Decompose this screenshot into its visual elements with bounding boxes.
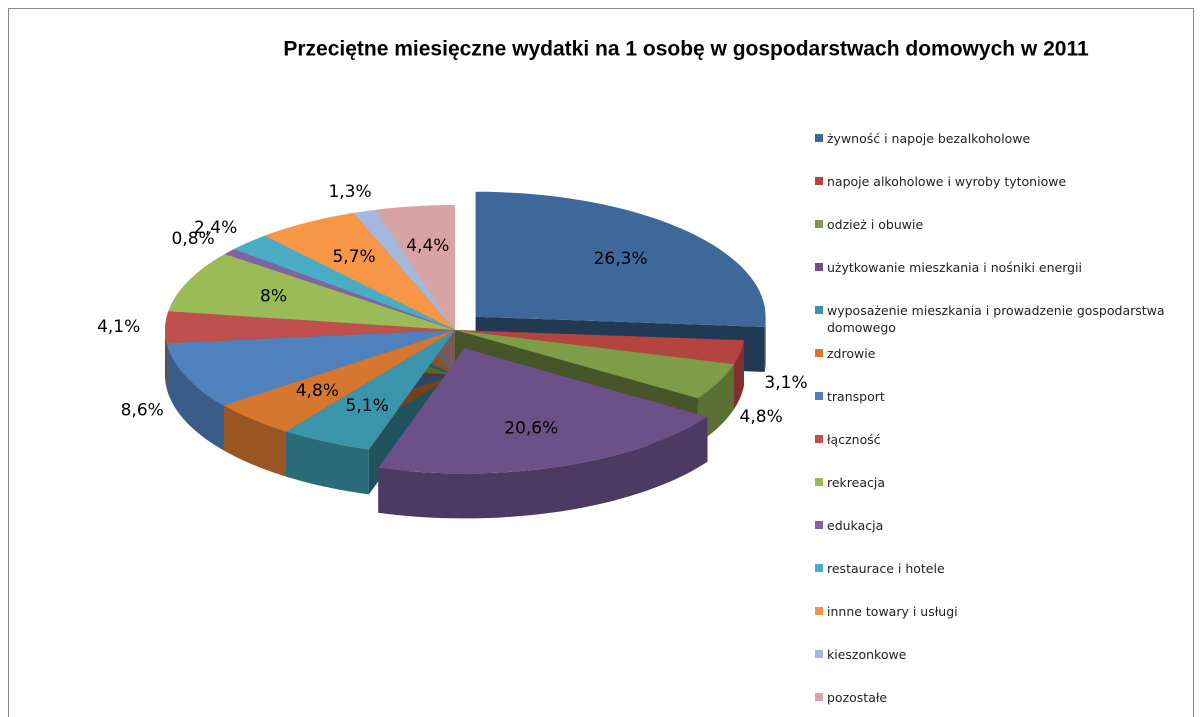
legend-swatch: [815, 392, 823, 400]
legend-label: edukacja: [827, 518, 884, 533]
legend-swatch: [815, 263, 823, 271]
legend-item: rekreacja: [815, 474, 1185, 517]
data-label: 8,6%: [121, 400, 164, 420]
data-label: 3,1%: [764, 373, 807, 393]
legend-label: transport: [827, 389, 885, 404]
slice-wall: [734, 340, 744, 410]
legend-label: łączność: [827, 432, 881, 447]
legend-item: restaurace i hotele: [815, 560, 1185, 603]
data-label: 4,4%: [406, 236, 449, 256]
slice: [223, 330, 455, 432]
slice-wall: [378, 416, 708, 519]
legend-swatch: [815, 177, 823, 185]
data-label: 1,3%: [328, 182, 371, 202]
legend-swatch: [815, 607, 823, 615]
legend-item: wyposażenie mieszkania i prowadzenie gos…: [815, 302, 1185, 345]
legend-swatch: [815, 521, 823, 529]
legend-item: edukacja: [815, 517, 1185, 560]
slice: [165, 311, 455, 344]
slice: [475, 191, 766, 327]
legend-item: odzież i obuwie: [815, 216, 1185, 259]
legend-swatch: [815, 693, 823, 701]
data-label: 5,7%: [332, 247, 375, 267]
legend-label: użytkowanie mieszkania i nośniki energii: [827, 260, 1082, 275]
slice-wall: [286, 431, 369, 495]
data-label: 4,8%: [740, 407, 783, 427]
slice-wall: [165, 330, 167, 389]
legend-swatch: [815, 650, 823, 658]
legend-swatch: [815, 134, 823, 142]
slice: [224, 249, 455, 330]
slice: [264, 212, 455, 330]
legend-swatch: [815, 306, 823, 314]
legend-label: pozostałe: [827, 690, 888, 705]
legend-item: transport: [815, 388, 1185, 431]
legend-item: innne towary i usługi: [815, 603, 1185, 646]
chart-title: Przeciętne miesięczne wydatki na 1 osobę…: [283, 38, 1089, 61]
legend-label: odzież i obuwie: [827, 217, 924, 232]
legend-swatch: [815, 349, 823, 357]
legend-item: kieszonkowe: [815, 646, 1185, 689]
slice: [168, 254, 456, 330]
legend-item: zdrowie: [815, 345, 1185, 388]
slice: [166, 330, 455, 406]
data-label: 20,6%: [504, 418, 558, 438]
legend-label: żywność i napoje bezalkoholowe: [827, 131, 1031, 146]
slice: [455, 330, 744, 365]
slice: [233, 235, 455, 330]
data-label: 2,4%: [194, 218, 237, 238]
frame: [8, 8, 1194, 717]
data-label: 8%: [260, 287, 287, 307]
legend-item: napoje alkoholowe i wyroby tytoniowe: [815, 173, 1185, 216]
legend-label: rekreacja: [827, 475, 886, 490]
data-label: 4,8%: [296, 381, 339, 401]
legend-label: wyposażenie mieszkania i prowadzenie gos…: [827, 303, 1165, 335]
data-label: 4,1%: [97, 317, 140, 337]
legend-item: łączność: [815, 431, 1185, 474]
slice: [375, 205, 455, 330]
legend-item: żywność i napoje bezalkoholowe: [815, 130, 1185, 173]
slice-wall: [223, 405, 286, 477]
legend-label: restaurace i hotele: [827, 561, 945, 576]
legend-label: napoje alkoholowe i wyroby tytoniowe: [827, 174, 1067, 189]
legend-item: użytkowanie mieszkania i nośniki energii: [815, 259, 1185, 302]
legend-swatch: [815, 478, 823, 486]
slice: [353, 209, 455, 330]
slice: [455, 330, 734, 399]
legend: żywność i napoje bezalkoholowe napoje alk…: [815, 130, 1185, 717]
legend-label: kieszonkowe: [827, 647, 907, 662]
legend-label: zdrowie: [827, 346, 876, 361]
data-label: 5,1%: [346, 396, 389, 416]
slice-wall: [166, 343, 224, 451]
slice: [378, 348, 708, 474]
legend-swatch: [815, 435, 823, 443]
data-label: 26,3%: [594, 249, 648, 269]
legend-item: pozostałe: [815, 689, 1185, 717]
data-label: 0,8%: [172, 229, 215, 249]
legend-label: innne towary i usługi: [827, 604, 958, 619]
slice: [286, 330, 455, 450]
slice-wall: [764, 316, 766, 372]
legend-swatch: [815, 220, 823, 228]
legend-swatch: [815, 564, 823, 572]
